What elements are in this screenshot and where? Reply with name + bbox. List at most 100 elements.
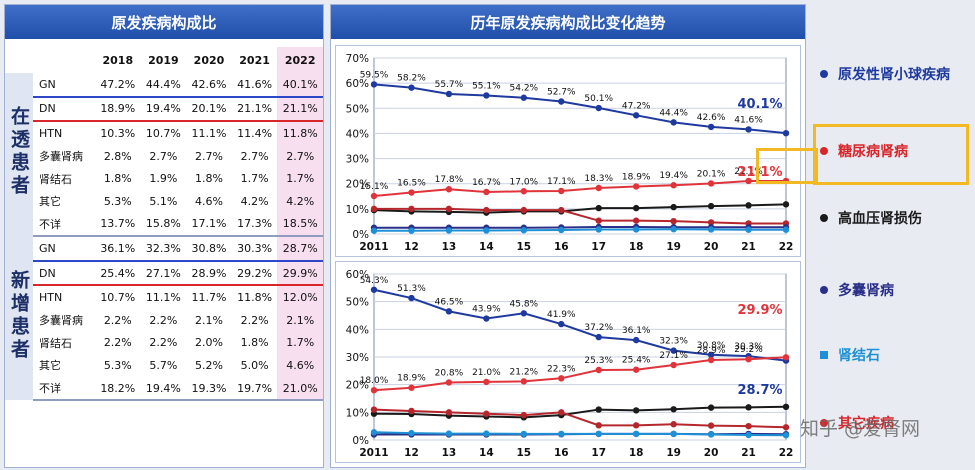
legend-label: 原发性肾小球疾病 <box>838 67 950 83</box>
dialysis-trend-chart: 0% 10% 20% 30% 40% 50% 60% 70% 2011 12 13 14 15 16 17 1… <box>335 45 801 257</box>
data-point <box>520 206 528 214</box>
data-point <box>782 432 790 439</box>
table-row: 新增患者 GN 36.1% 32.3% 30.8% 30.3% 28.7% <box>5 236 323 401</box>
data-label: 16.5% <box>397 179 426 189</box>
table-cell: 2.2% <box>149 336 178 350</box>
data-point <box>632 366 640 373</box>
series-line <box>373 179 786 198</box>
x-tick-label: 16 <box>554 447 569 459</box>
legend: 原发性肾小球疾病 糖尿病肾病 高血压肾损伤 多囊肾病 肾结石 其它疾病 <box>812 50 972 450</box>
y-tick-label: 40% <box>346 128 369 140</box>
data-label: 30.3% <box>734 342 763 352</box>
table-cell: 15.8% <box>140 212 187 238</box>
table-cell: 1.8% <box>103 172 132 186</box>
y-tick-label: 60% <box>346 269 369 281</box>
data-point <box>370 205 378 213</box>
series-line <box>373 431 787 437</box>
table-row: HTN 10.3% 10.7% 11.1% 11.4% 11.8% <box>5 121 323 145</box>
trend-title: 历年原发疾病构成比变化趋势 <box>331 5 805 39</box>
legend-marker-icon <box>820 286 828 294</box>
table-row: 肾结石 1.8% 1.9% 1.8% 1.7% 1.7% <box>5 167 323 190</box>
data-label: 43.9% <box>472 305 501 315</box>
data-label: 28.9% <box>697 346 726 356</box>
table-cell: 32.3% <box>140 236 187 262</box>
table-cell: 1.8% <box>195 172 223 186</box>
data-point <box>595 422 602 429</box>
data-point <box>520 188 528 195</box>
table-cell: 19.4% <box>140 376 187 402</box>
x-tick-label: 16 <box>554 241 569 253</box>
y-tick-label: 30% <box>346 352 369 364</box>
data-point <box>520 94 528 101</box>
data-point <box>632 422 640 429</box>
data-point <box>558 226 565 234</box>
series-line <box>373 288 787 362</box>
group-label-new-text: 新增患者 <box>8 269 30 362</box>
table-cell: 1.7% <box>277 167 323 190</box>
table-row: 在透患者 GN 47.2% 44.4% 42.6% 41.6% 40.1% <box>5 73 323 237</box>
series-line <box>373 83 787 135</box>
table-cell: 5.3% <box>103 194 132 208</box>
table-cell: 20.1% <box>186 96 232 123</box>
data-point <box>445 186 453 193</box>
trend-panel: 历年原发疾病构成比变化趋势 0% 10% 20% 30% 40% 50% 60% 70% 201… <box>330 4 806 468</box>
data-label: 44.4% <box>659 108 688 118</box>
data-label: 22.3% <box>547 364 576 374</box>
table-cell: 5.1% <box>149 194 178 208</box>
row-label: DN <box>33 96 95 123</box>
data-label: 17.8% <box>435 175 464 185</box>
x-tick-label: 21 <box>741 241 756 253</box>
table-cell: 28.9% <box>186 260 232 287</box>
data-label: 45.8% <box>510 299 539 309</box>
group-label-dialysis-text: 在透患者 <box>8 106 30 199</box>
data-point <box>558 430 565 438</box>
table-cell: 42.6% <box>186 73 232 98</box>
data-point <box>632 336 640 344</box>
x-tick-label: 2011 <box>359 447 388 459</box>
table-cell: 28.7% <box>277 236 323 262</box>
data-label: 17.1% <box>547 177 576 187</box>
data-point <box>670 430 677 438</box>
x-tick-label: 14 <box>479 241 494 253</box>
group-label-new: 新增患者 <box>5 236 33 401</box>
row-label: DN <box>33 260 95 287</box>
table-cell: 41.6% <box>231 73 278 98</box>
data-point <box>745 226 752 233</box>
table-cell: 2.0% <box>195 336 223 350</box>
x-tick-label: 12 <box>404 241 419 253</box>
table-cell: 4.2% <box>277 189 323 213</box>
legend-marker-icon <box>820 351 828 359</box>
data-point <box>445 308 453 315</box>
watermark: 知乎 @爱肾网 <box>800 418 921 440</box>
data-point <box>408 429 415 437</box>
highlight-box-small <box>756 148 818 184</box>
data-point <box>370 227 378 234</box>
data-label: 42.6% <box>697 113 726 123</box>
table-cell: 5.0% <box>240 358 269 372</box>
series-line <box>373 356 787 392</box>
table-row: DN 25.4% 27.1% 28.9% 29.2% 29.9% <box>5 260 323 287</box>
x-tick-label: 12 <box>404 447 419 459</box>
data-point <box>670 347 677 354</box>
data-point <box>670 203 677 211</box>
data-point <box>670 119 677 126</box>
legend-item: 高血压肾损伤 <box>820 208 922 228</box>
data-point <box>670 182 677 189</box>
data-point <box>745 422 752 430</box>
row-label: 不详 <box>33 376 95 402</box>
data-point <box>782 403 790 410</box>
data-point <box>483 378 490 386</box>
data-point <box>445 227 453 234</box>
data-point <box>632 430 640 438</box>
data-label: 21.2% <box>510 367 539 377</box>
table-row: DN 18.9% 19.4% 20.1% 21.1% 21.1% <box>5 96 323 123</box>
legend-item: 其它疾病 <box>820 413 894 433</box>
table-row: 多囊肾病 2.8% 2.7% 2.7% 2.7% 2.7% <box>5 144 323 168</box>
table-cell: 44.4% <box>140 73 187 98</box>
data-point <box>520 378 528 385</box>
series-line <box>373 405 787 419</box>
table-cell: 27.1% <box>140 260 187 287</box>
y-tick-label: 70% <box>346 53 369 65</box>
series-line <box>374 207 786 225</box>
row-label: GN <box>33 236 95 262</box>
